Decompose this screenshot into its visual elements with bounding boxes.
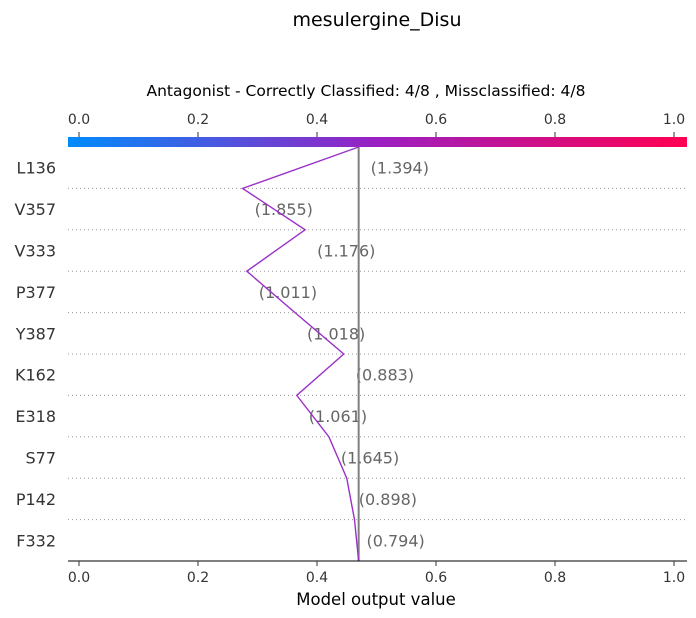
decision-path xyxy=(241,146,360,562)
feature-label: Y387 xyxy=(15,324,56,343)
feature-value-label: (1.855) xyxy=(255,200,313,219)
top-tick-label: 0.2 xyxy=(187,112,209,128)
top-tick-label: 1.0 xyxy=(663,112,685,128)
feature-label: V357 xyxy=(15,200,56,219)
bottom-tick-label: 1.0 xyxy=(663,570,685,586)
feature-value-label: (0.883) xyxy=(356,366,414,385)
feature-label: V333 xyxy=(15,242,56,261)
bottom-tick-label: 0.8 xyxy=(544,570,566,586)
bottom-axis: 0.0 0.2 0.4 0.6 0.8 1.0 xyxy=(68,561,685,586)
feature-label: F332 xyxy=(16,531,56,550)
feature-value-label: (1.018) xyxy=(307,324,365,343)
colorbar xyxy=(68,137,687,147)
top-tick-label: 0.4 xyxy=(306,112,328,128)
feature-label: S77 xyxy=(25,449,56,468)
feature-label: P142 xyxy=(16,490,56,509)
chart-subtitle: Antagonist - Correctly Classified: 4/8 ,… xyxy=(147,82,586,100)
bottom-tick-label: 0.0 xyxy=(68,570,90,586)
feature-value-label: (1.394) xyxy=(371,159,429,178)
feature-value-label: (0.794) xyxy=(366,531,424,550)
top-tick-label: 0.0 xyxy=(68,112,90,128)
top-tick-label: 0.6 xyxy=(425,112,447,128)
x-axis-title: Model output value xyxy=(296,590,456,609)
bottom-tick-label: 0.2 xyxy=(187,570,209,586)
feature-value-label: (1.645) xyxy=(341,449,399,468)
row-gridlines xyxy=(68,187,687,521)
feature-label: P377 xyxy=(16,283,56,302)
feature-label: L136 xyxy=(17,159,56,178)
feature-label: K162 xyxy=(15,366,56,385)
feature-rows: L136 (1.394) V357 (1.855) V333 (1.176) P377 (1.… xyxy=(15,159,429,551)
bottom-tick-label: 0.4 xyxy=(306,570,328,586)
feature-value-label: (1.061) xyxy=(309,407,367,426)
feature-label: E318 xyxy=(15,407,56,426)
chart-title: mesulergine_Disu xyxy=(292,9,461,31)
top-tick-label: 0.8 xyxy=(544,112,566,128)
bottom-tick-label: 0.6 xyxy=(425,570,447,586)
feature-value-label: (0.898) xyxy=(359,490,417,509)
feature-value-label: (1.176) xyxy=(317,242,375,261)
top-axis: 0.0 0.2 0.4 0.6 0.8 1.0 xyxy=(68,112,685,137)
feature-value-label: (1.011) xyxy=(259,283,317,302)
